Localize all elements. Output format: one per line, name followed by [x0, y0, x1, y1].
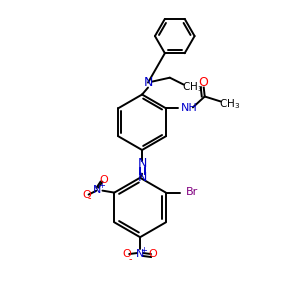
- Text: -: -: [88, 194, 91, 203]
- Text: CH$_3$: CH$_3$: [182, 81, 203, 94]
- Text: O: O: [123, 249, 132, 259]
- Text: O: O: [148, 249, 157, 259]
- Text: NH: NH: [181, 103, 198, 113]
- Text: N: N: [137, 158, 147, 170]
- Text: N: N: [136, 249, 144, 259]
- Text: Br: Br: [186, 187, 198, 196]
- Text: N: N: [137, 171, 147, 184]
- Text: +: +: [98, 181, 105, 190]
- Text: N: N: [93, 184, 102, 195]
- Text: +: +: [141, 246, 148, 255]
- Text: O: O: [99, 175, 108, 185]
- Text: N: N: [143, 76, 153, 89]
- Text: O: O: [82, 190, 91, 200]
- Text: CH$_3$: CH$_3$: [219, 98, 240, 111]
- Text: -: -: [128, 254, 132, 264]
- Text: O: O: [198, 76, 208, 89]
